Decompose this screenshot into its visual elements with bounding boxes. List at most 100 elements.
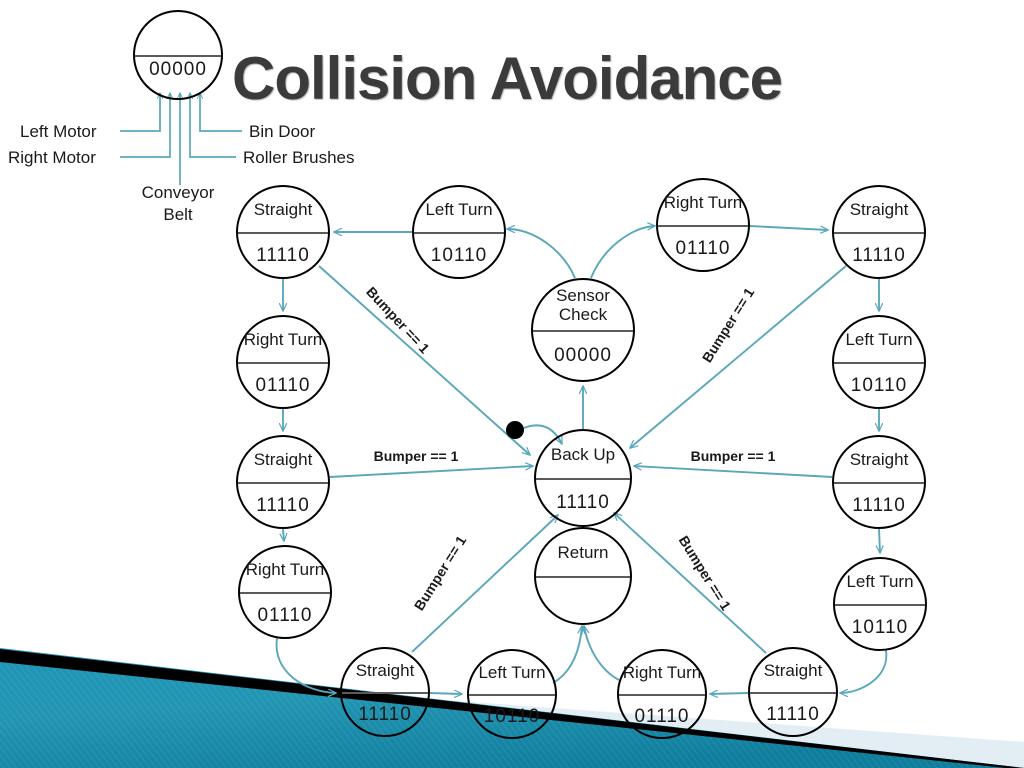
- edge-n9-n12: [283, 528, 284, 541]
- edge-n4-n8: [630, 265, 847, 448]
- edge-label: Bumper == 1: [373, 448, 459, 464]
- edge-label: Bumper == 1: [690, 448, 776, 464]
- edge-n13-n17: [840, 649, 888, 693]
- state-node[interactable]: Right Turn 01110: [238, 545, 332, 639]
- node-title: Sensor Check: [556, 285, 610, 324]
- node-value: 11110: [852, 494, 906, 516]
- legend-item-roller-brushes: Roller Brushes: [243, 148, 355, 167]
- node-divider: [834, 232, 924, 234]
- node-divider: [619, 694, 705, 696]
- edge-n9-n8: [329, 466, 533, 478]
- node-divider: [835, 604, 925, 606]
- edge-n3-n4: [749, 225, 828, 230]
- state-node[interactable]: Right Turn 01110: [617, 649, 707, 739]
- node-divider: [536, 478, 630, 480]
- edge-n1-n8: [318, 265, 530, 455]
- leader-right-motor: [120, 93, 170, 158]
- state-node[interactable]: Right Turn 01110: [656, 178, 750, 272]
- state-node[interactable]: Straight 11110: [832, 435, 926, 529]
- node-value: 01110: [255, 374, 311, 396]
- node-title: Straight: [253, 199, 313, 219]
- node-value: 00000: [554, 345, 612, 366]
- node-value: 10110: [851, 616, 909, 638]
- node-divider: [834, 482, 924, 484]
- node-title: Right Turn: [663, 192, 743, 212]
- node-divider: [750, 692, 836, 694]
- state-node[interactable]: Straight 11110: [236, 435, 330, 529]
- node-divider: [533, 330, 633, 332]
- node-value: 01110: [675, 237, 731, 259]
- state-node[interactable]: Straight 11110: [832, 185, 926, 279]
- state-node[interactable]: Left Turn 10110: [832, 315, 926, 409]
- node-title: Right Turn: [622, 662, 702, 682]
- node-value: 10110: [850, 374, 908, 396]
- node-title: Right Turn: [245, 559, 325, 579]
- node-divider: [238, 362, 328, 364]
- node-divider: [834, 362, 924, 364]
- node-divider: [536, 576, 630, 578]
- page-title: Collision Avoidance: [232, 45, 783, 112]
- node-title: Straight: [253, 449, 313, 469]
- node-title: Straight: [355, 660, 415, 680]
- edge-n17-n8: [614, 513, 767, 654]
- edge-n17-n16: [710, 693, 749, 694]
- edge-n10-n13: [879, 528, 880, 553]
- node-title: Straight: [849, 449, 909, 469]
- transition-edges: [120, 93, 888, 694]
- state-node[interactable]: Back Up 11110: [534, 429, 632, 527]
- node-divider: [238, 232, 328, 234]
- node-value: 11110: [556, 491, 610, 513]
- legend-item-left-motor: Left Motor: [20, 122, 97, 141]
- legend-key-node: 00000: [133, 10, 223, 100]
- state-node[interactable]: Sensor Check 00000: [531, 278, 635, 382]
- node-title: Return: [557, 542, 609, 562]
- state-node[interactable]: Left Turn 10110: [833, 557, 927, 651]
- node-title: Left Turn: [478, 662, 546, 682]
- edge-n5-n3: [590, 226, 655, 279]
- legend-key-divider: [135, 55, 221, 57]
- state-node[interactable]: Straight 11110: [236, 185, 330, 279]
- node-value: 01110: [634, 705, 690, 727]
- node-divider: [342, 692, 428, 694]
- node-divider: [469, 694, 555, 696]
- legend-item-bin-door: Bin Door: [249, 122, 316, 141]
- node-value: 11110: [256, 494, 310, 516]
- state-node[interactable]: Straight 11110: [340, 647, 430, 737]
- node-divider: [240, 592, 330, 594]
- node-title: Back Up: [550, 444, 616, 464]
- node-value: 10110: [430, 244, 488, 266]
- node-title: Left Turn: [425, 199, 493, 219]
- state-node[interactable]: Return: [534, 527, 632, 625]
- state-node[interactable]: Left Turn 10110: [412, 185, 506, 279]
- node-value: 11110: [852, 244, 906, 266]
- state-node[interactable]: Straight 11110: [748, 647, 838, 737]
- edge-n10-n8: [634, 466, 833, 478]
- start-state-marker: [506, 421, 524, 439]
- node-title: Left Turn: [845, 329, 913, 349]
- node-value: 11110: [766, 703, 820, 725]
- node-title: Straight: [849, 199, 909, 219]
- state-node[interactable]: Left Turn 10110: [467, 649, 557, 739]
- node-title: Left Turn: [846, 571, 914, 591]
- node-value: 11110: [256, 244, 310, 266]
- edge-n12-n14: [275, 637, 336, 693]
- legend-item-conveyor-belt: Conveyor Belt: [141, 183, 215, 224]
- node-value: 11110: [358, 703, 412, 725]
- edge-n14-n8: [411, 515, 558, 653]
- state-node[interactable]: Right Turn 01110: [236, 315, 330, 409]
- node-title: Straight: [763, 660, 823, 680]
- node-value: 01110: [257, 604, 313, 626]
- node-divider: [414, 232, 504, 234]
- node-divider: [238, 482, 328, 484]
- edge-n5-n2: [507, 229, 576, 279]
- node-value: 10110: [483, 705, 541, 727]
- node-divider: [658, 225, 748, 227]
- legend-item-right-motor: Right Motor: [8, 148, 96, 167]
- edge-n16-n11: [584, 626, 620, 681]
- node-title: Right Turn: [243, 329, 323, 349]
- leader-roller-brushes: [190, 93, 236, 158]
- node-value: [536, 578, 630, 623]
- leader-left-motor: [120, 93, 160, 132]
